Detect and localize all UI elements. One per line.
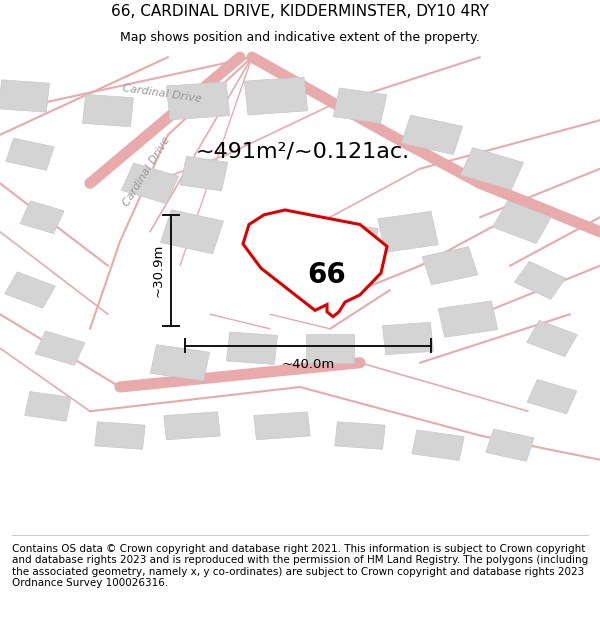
Bar xyxy=(83,94,133,127)
Bar xyxy=(35,331,85,366)
Text: Contains OS data © Crown copyright and database right 2021. This information is : Contains OS data © Crown copyright and d… xyxy=(12,544,588,588)
Polygon shape xyxy=(243,210,387,317)
Bar xyxy=(121,163,179,204)
Bar xyxy=(438,301,498,338)
Bar xyxy=(244,77,308,115)
Bar xyxy=(227,332,277,364)
Bar xyxy=(486,429,534,461)
Bar xyxy=(25,391,71,421)
Text: ~30.9m: ~30.9m xyxy=(151,244,164,298)
Bar xyxy=(5,272,55,308)
Bar xyxy=(335,422,385,449)
Bar xyxy=(160,210,224,254)
Bar xyxy=(333,88,387,123)
Bar xyxy=(306,334,354,362)
Bar xyxy=(180,156,228,191)
Bar xyxy=(254,412,310,440)
Bar xyxy=(378,211,438,252)
Bar xyxy=(6,138,54,170)
Bar xyxy=(166,82,230,120)
Bar xyxy=(412,430,464,461)
Bar xyxy=(460,148,524,190)
Text: Cardinal Drive: Cardinal Drive xyxy=(122,134,172,208)
Bar xyxy=(150,344,210,381)
Bar xyxy=(527,379,577,414)
Text: Map shows position and indicative extent of the property.: Map shows position and indicative extent… xyxy=(120,31,480,44)
Bar xyxy=(514,261,566,299)
Bar xyxy=(493,201,551,244)
Bar xyxy=(527,321,577,357)
Text: ~491m²/~0.121ac.: ~491m²/~0.121ac. xyxy=(196,142,410,162)
Bar xyxy=(0,80,49,112)
Bar xyxy=(20,201,64,234)
Bar xyxy=(95,422,145,449)
Text: 66: 66 xyxy=(307,261,346,289)
Text: ~40.0m: ~40.0m xyxy=(281,357,334,371)
Text: 66, CARDINAL DRIVE, KIDDERMINSTER, DY10 4RY: 66, CARDINAL DRIVE, KIDDERMINSTER, DY10 … xyxy=(111,4,489,19)
Text: Cardinal Drive: Cardinal Drive xyxy=(122,83,202,104)
Bar xyxy=(422,247,478,285)
Bar xyxy=(318,221,378,262)
Bar xyxy=(278,253,322,279)
Bar xyxy=(164,412,220,440)
Bar xyxy=(383,322,433,354)
Bar xyxy=(401,115,463,154)
